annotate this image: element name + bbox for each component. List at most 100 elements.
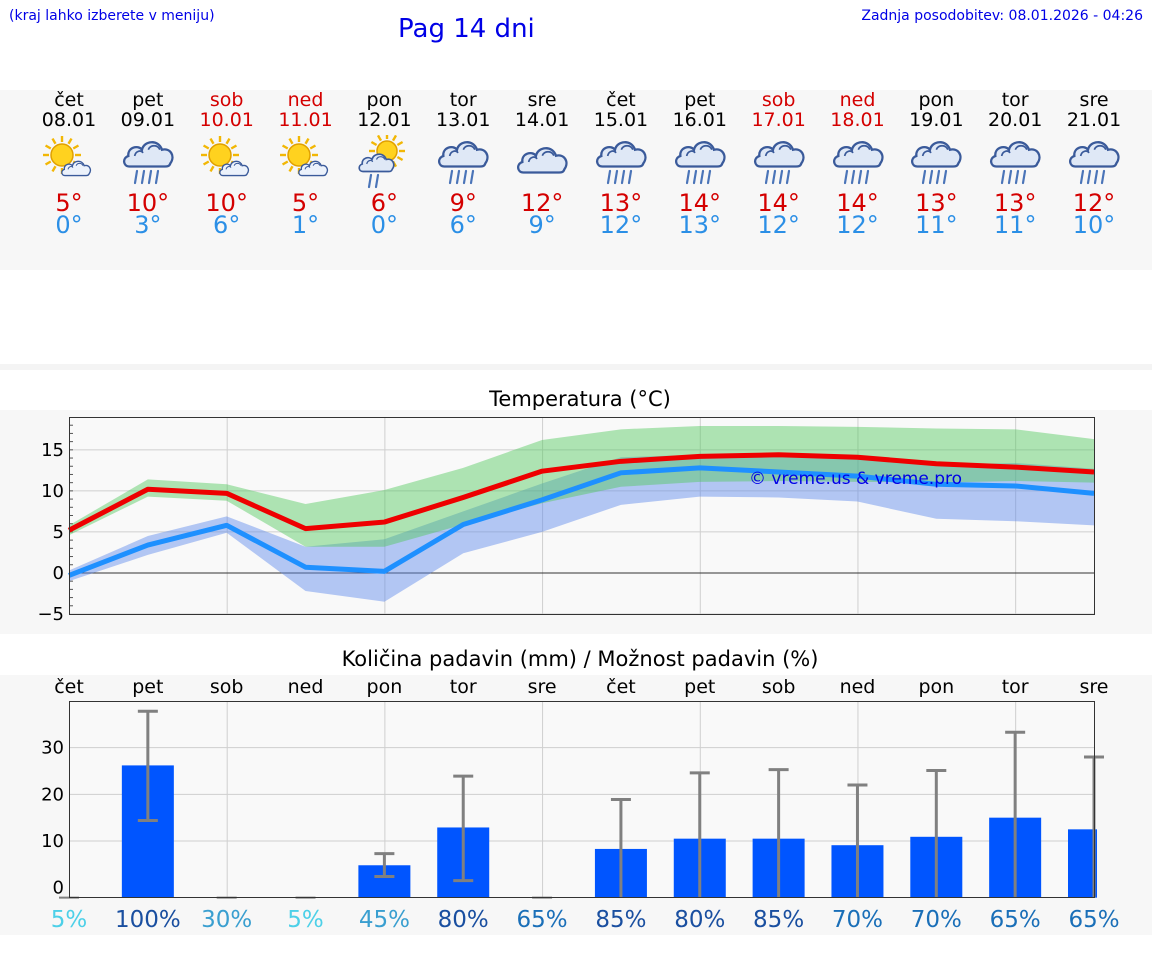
cloud-outline <box>753 141 805 168</box>
sun-ray <box>288 137 294 145</box>
max-temperature: 12° <box>520 189 564 217</box>
temperature-chart: −5 0 5 10 15 © vreme.us & vreme.pro <box>37 417 1095 625</box>
day-name: sre <box>1079 89 1109 111</box>
min-temperature: 6° <box>449 211 477 239</box>
rain-drop <box>456 169 461 185</box>
category-label: ned <box>840 676 876 698</box>
day-column: sre 21.01 12° 10° <box>1059 89 1129 239</box>
precipitation-chart: čet pet sob ned pon tor sre čet pet sob ned pon tor s… <box>41 676 1119 933</box>
rain-cloud-icon <box>990 141 1041 185</box>
rain-drop <box>843 169 848 185</box>
category-label: čet <box>606 676 636 698</box>
day-date: 11.01 <box>278 109 333 131</box>
cloud-shape <box>674 141 726 168</box>
cloud-detail <box>304 162 320 170</box>
cloud-outline <box>517 147 568 174</box>
sun-shape <box>279 136 318 174</box>
category-label: sob <box>210 676 244 698</box>
min-temperature: 3° <box>134 211 162 239</box>
day-date: 17.01 <box>751 109 806 131</box>
min-temperature: 10° <box>1072 211 1116 239</box>
day-date: 18.01 <box>830 109 885 131</box>
day-name: sre <box>527 89 557 111</box>
chance-label: 70% <box>832 907 883 933</box>
rain-drop <box>706 169 711 185</box>
rain-cloud-icon <box>1069 141 1120 185</box>
rain-cloud-icon <box>753 141 805 185</box>
day-date: 16.01 <box>672 109 727 131</box>
rain-drop <box>1086 169 1092 185</box>
rain-drop <box>140 169 145 185</box>
cloud-detail <box>67 162 84 170</box>
cloud-outline <box>990 141 1041 168</box>
min-temperature: 0° <box>370 211 399 239</box>
sun-disc <box>207 143 232 167</box>
y-tick-label: 30 <box>41 738 64 759</box>
sun-shape <box>43 136 81 174</box>
cloud-shape <box>61 160 92 177</box>
y-tick-label: 0 <box>53 878 64 899</box>
category-label: pet <box>684 676 715 698</box>
chance-label: 30% <box>201 907 252 933</box>
sun-ray <box>304 137 310 145</box>
cloud-detail <box>764 144 792 157</box>
cloud-shape <box>990 141 1041 168</box>
rain-drop <box>850 169 855 185</box>
max-temperature: 14° <box>678 189 722 217</box>
cloud-detail <box>685 144 713 157</box>
day-column: ned 18.01 14° 12° <box>823 89 893 239</box>
y-tick-label: 0 <box>53 563 64 584</box>
chance-label: 100% <box>115 907 181 933</box>
sun-ray <box>209 165 215 173</box>
min-temperature: 12° <box>836 211 879 239</box>
day-date: 13.01 <box>436 109 491 131</box>
sun-ray <box>288 165 294 173</box>
day-date: 12.01 <box>357 109 412 131</box>
sun-ray <box>309 144 316 150</box>
cloud-outline <box>61 160 92 177</box>
rain-drop <box>685 169 690 185</box>
location-menu-hint[interactable]: (kraj lahko izberete v meniju) <box>9 8 215 24</box>
y-tick-label: 10 <box>41 831 64 852</box>
sun-disc <box>286 143 311 167</box>
rain-drop <box>699 169 704 185</box>
chance-label: 70% <box>911 907 962 933</box>
rain-cloud-icon <box>122 141 174 185</box>
day-name: čet <box>606 89 636 111</box>
sun-ray <box>377 135 383 142</box>
max-temperature: 10° <box>205 189 248 217</box>
cloud-shape <box>297 160 328 177</box>
category-label: pet <box>132 676 163 698</box>
day-date: 14.01 <box>514 109 570 131</box>
cloud-outline <box>832 141 884 168</box>
rain-drop <box>1008 169 1013 185</box>
day-name: pon <box>918 89 955 111</box>
cloud-outline <box>595 141 647 168</box>
chance-label: 65% <box>517 907 568 933</box>
rain-drop <box>692 169 697 185</box>
rain-drop <box>463 169 468 185</box>
chance-label: 65% <box>1068 907 1119 933</box>
cloud-detail <box>1001 144 1028 157</box>
cloud-shape <box>595 141 647 168</box>
cloud-outline <box>218 160 249 177</box>
cloud-outline <box>674 141 726 168</box>
sun-disc <box>50 143 74 167</box>
precip-bar <box>1068 829 1097 898</box>
day-column: sre 14.01 12° 9° <box>507 89 577 239</box>
cloud-shape <box>753 141 805 168</box>
min-temperature: 9° <box>528 211 556 239</box>
rain-cloud-icon <box>674 141 726 185</box>
category-label: sre <box>1080 676 1109 698</box>
min-temperature: 12° <box>599 211 643 239</box>
day-column: pet 16.01 14° 13° <box>665 89 735 239</box>
cloud-shape <box>438 141 489 168</box>
rain-drop <box>929 169 934 185</box>
day-name: ned <box>839 89 876 111</box>
day-name: pet <box>132 89 164 111</box>
max-temperature: 6° <box>370 189 399 217</box>
min-temperature: 11° <box>915 211 958 239</box>
rain-drop <box>1022 169 1027 185</box>
cloud-shape <box>911 141 962 168</box>
rain-drop <box>785 169 790 185</box>
